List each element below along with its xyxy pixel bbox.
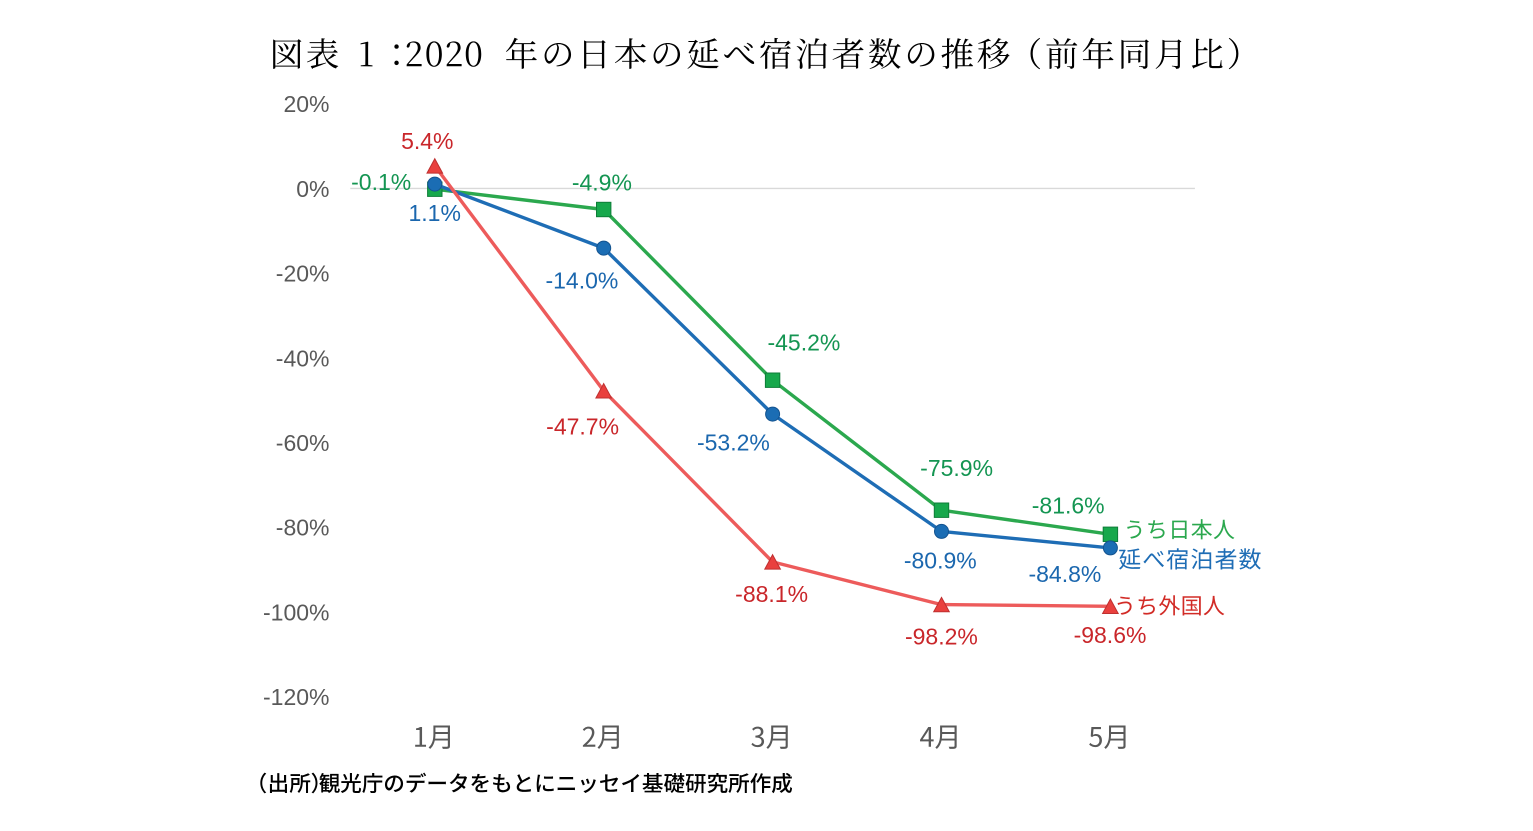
svg-text:20%: 20% [283,91,329,117]
svg-text:-84.8%: -84.8% [1028,561,1101,587]
svg-text:-14.0%: -14.0% [545,267,618,293]
svg-text:-88.1%: -88.1% [735,581,808,607]
svg-text:-100%: -100% [263,599,329,625]
svg-text:-0.1%: -0.1% [351,169,411,195]
svg-text:-53.2%: -53.2% [697,429,770,455]
svg-text:-45.2%: -45.2% [767,330,840,356]
svg-text:-98.6%: -98.6% [1074,622,1147,648]
svg-text:1.1%: 1.1% [408,200,460,226]
svg-text:-120%: -120% [263,684,329,710]
svg-text:-80.9%: -80.9% [904,548,977,574]
svg-text:-20%: -20% [276,261,330,287]
svg-text:-40%: -40% [276,345,330,371]
svg-text:-60%: -60% [276,430,330,456]
svg-text:0%: 0% [296,176,329,202]
svg-text:-98.2%: -98.2% [905,623,978,649]
svg-text:-4.9%: -4.9% [572,169,632,195]
svg-text:-75.9%: -75.9% [920,455,993,481]
svg-text:-47.7%: -47.7% [546,413,619,439]
svg-text:5.4%: 5.4% [401,128,453,154]
svg-text:-80%: -80% [276,515,330,541]
svg-text:-81.6%: -81.6% [1032,492,1105,518]
